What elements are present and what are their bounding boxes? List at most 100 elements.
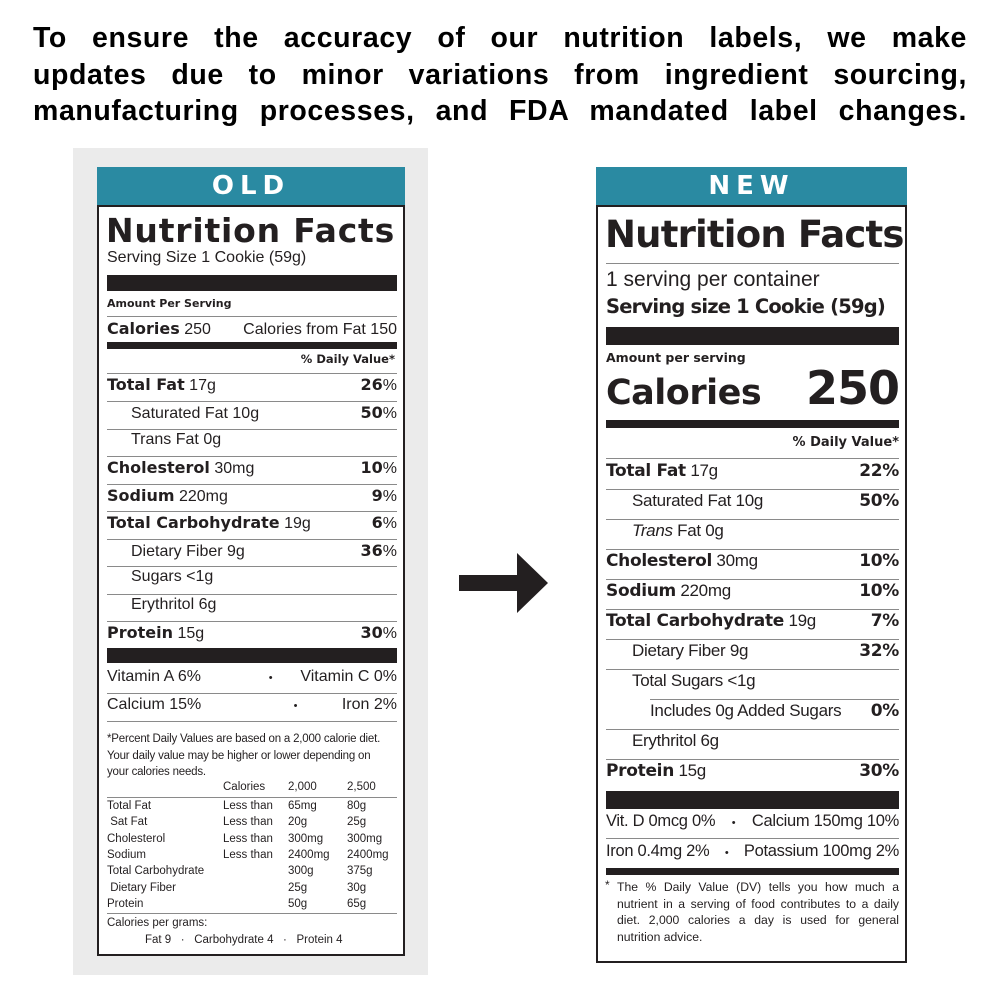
new-footnote-line: nutrient in a serving of food contribute…	[617, 896, 899, 911]
old-dv-table-cell: 25g	[347, 816, 367, 829]
new-nutrient-row: Erythritol 6g	[632, 731, 899, 751]
new-nutrient-row: Total Sugars <1g	[632, 671, 899, 691]
new-nutrient-name: Total Sugars <1g	[632, 671, 756, 690]
headline-line: To ensure the accuracy of our nutrition …	[33, 22, 967, 54]
old-dv-table-cell: 300g	[288, 865, 314, 878]
old-serving-size: Serving Size 1 Cookie (59g)	[107, 249, 307, 266]
new-nutrient-dv: 7%	[870, 611, 900, 631]
new-nutrient-dv: 30%	[859, 761, 899, 781]
new-nutrient-dv: 22%	[859, 461, 899, 481]
old-dv-table-cell: Less than	[223, 848, 273, 861]
old-dv-table-cell: 2,500	[347, 781, 376, 793]
bullet-icon: •	[293, 700, 298, 712]
old-medium-divider	[107, 342, 397, 349]
old-dv-table-cell: 300mg	[347, 832, 383, 845]
bullet-icon: •	[724, 847, 729, 859]
old-calories-per-gram-label: Calories per grams:	[107, 917, 208, 929]
new-vitamin-row: Vit. D 0mcg 0% • Calcium 150mg 10%	[606, 812, 899, 831]
new-divider	[606, 669, 899, 670]
old-amount-per-serving: Amount Per Serving	[107, 297, 232, 310]
old-dv-table-cell: Dietary Fiber	[107, 881, 177, 894]
old-nutrient-name: Protein 15g	[107, 623, 205, 642]
old-footnote-line: Your daily value may be higher or lower …	[107, 749, 371, 762]
headline-line: updates due to minor variations from ing…	[33, 58, 967, 91]
old-nutrient-name: Saturated Fat 10g	[131, 405, 260, 422]
new-footnote-line: The % Daily Value (DV) tells you how muc…	[617, 880, 899, 894]
new-nutrient-row: Saturated Fat 10g 50%	[632, 491, 899, 511]
new-nutrient-name: Trans Fat 0g	[632, 521, 724, 540]
new-nutrient-row: Total Carbohydrate 19g 7%	[606, 611, 899, 631]
old-dv-table-cell: 80g	[347, 800, 367, 812]
old-dv-table-cell: 65g	[347, 897, 367, 910]
new-divider	[606, 609, 899, 610]
new-nutrient-name: Protein 15g	[606, 761, 706, 781]
new-nutrient-dv: 10%	[859, 551, 899, 571]
old-nutrient-dv: 10%	[360, 458, 398, 477]
new-vitamin-right: Potassium 100mg 2%	[743, 842, 899, 860]
old-calories: Calories 250	[107, 319, 211, 338]
new-nutrient-dv: 50%	[859, 491, 899, 511]
old-dv-table-cell: Total Fat	[107, 800, 152, 812]
old-nutrient-name: Sodium 220mg	[107, 486, 228, 505]
old-dv-table-cell: Protein	[107, 897, 144, 910]
new-calories-row: Calories 250	[606, 361, 900, 415]
headline: To ensure the accuracy of our nutrition …	[33, 20, 967, 130]
new-nutrition-label: Nutrition Facts 1 serving per container …	[596, 205, 907, 963]
new-nutrient-name: Saturated Fat 10g	[632, 491, 764, 510]
new-calories-value: 250	[805, 361, 900, 415]
old-divider	[107, 401, 397, 402]
new-divider	[606, 639, 899, 640]
old-nutrient-dv: 26%	[360, 375, 398, 394]
new-amount-per-serving: Amount per serving	[606, 350, 746, 365]
old-dv-table-cell: 50g	[288, 897, 308, 910]
old-nutrient-dv: 36%	[360, 541, 398, 560]
new-nutrient-name: Sodium 220mg	[606, 581, 731, 601]
old-nutrient-name: Sugars <1g	[131, 568, 214, 585]
old-divider	[107, 693, 397, 694]
new-nutrient-name: Cholesterol 30mg	[606, 551, 758, 571]
old-calories-row: Calories 250 Calories from Fat 150	[107, 319, 397, 339]
new-thick-divider	[606, 791, 899, 809]
old-nutrient-dv: 50%	[360, 403, 398, 422]
new-vitamin-left: Vit. D 0mcg 0%	[606, 812, 716, 830]
old-nutrient-row: Sodium 220mg 9%	[107, 486, 397, 506]
new-title: Nutrition Facts	[605, 213, 904, 256]
old-calories-from-fat: Calories from Fat 150	[243, 321, 397, 338]
old-dv-table-cell: Less than	[223, 800, 273, 812]
new-footnote: The % Daily Value (DV) tells you how muc…	[617, 879, 899, 945]
new-nutrient-row: Trans Fat 0g	[632, 521, 899, 541]
new-nutrient-name: Dietary Fiber 9g	[632, 641, 749, 660]
old-nutrient-row: Total Carbohydrate 19g 6%	[107, 513, 397, 533]
bullet-icon: •	[731, 817, 736, 829]
old-nutrient-row: Sugars <1g	[131, 568, 397, 586]
new-medium-divider	[606, 420, 899, 428]
new-divider	[606, 759, 899, 760]
old-divider	[107, 484, 397, 485]
new-divider	[606, 549, 899, 550]
new-vitamin-row: Iron 0.4mg 2% • Potassium 100mg 2%	[606, 842, 899, 861]
old-divider	[107, 621, 397, 622]
new-divider	[606, 838, 899, 839]
old-nutrient-name: Trans Fat 0g	[131, 431, 222, 448]
new-nutrient-name: Total Fat 17g	[606, 461, 718, 481]
new-divider	[650, 699, 899, 700]
old-dv-table-cell: 2400mg	[288, 848, 330, 861]
old-dv-table-cell: Less than	[223, 832, 273, 845]
old-nutrient-name: Total Carbohydrate 19g	[107, 513, 311, 532]
new-nutrient-row: Protein 15g 30%	[606, 761, 899, 781]
new-vitamin-right: Calcium 150mg 10%	[751, 812, 899, 830]
new-divider	[606, 579, 899, 580]
old-vitamin-right: Vitamin C 0%	[300, 668, 397, 685]
old-divider	[107, 721, 397, 722]
old-dv-table-cell: Sodium	[107, 848, 146, 861]
old-vitamin-left: Vitamin A 6%	[107, 668, 201, 685]
old-nutrient-name: Total Fat 17g	[107, 375, 216, 394]
old-footnote-line: *Percent Daily Values are based on a 2,0…	[107, 733, 381, 745]
old-nutrient-row: Trans Fat 0g	[131, 431, 397, 449]
old-vitamin-row: Calcium 15% • Iron 2%	[107, 696, 397, 714]
new-calories-label: Calories	[606, 373, 762, 413]
old-divider	[107, 913, 397, 914]
new-servings-per-container: 1 serving per container	[606, 268, 820, 291]
new-footnote-line: diet. 2,000 calories a day is used for g…	[617, 913, 899, 927]
old-divider	[107, 456, 397, 457]
